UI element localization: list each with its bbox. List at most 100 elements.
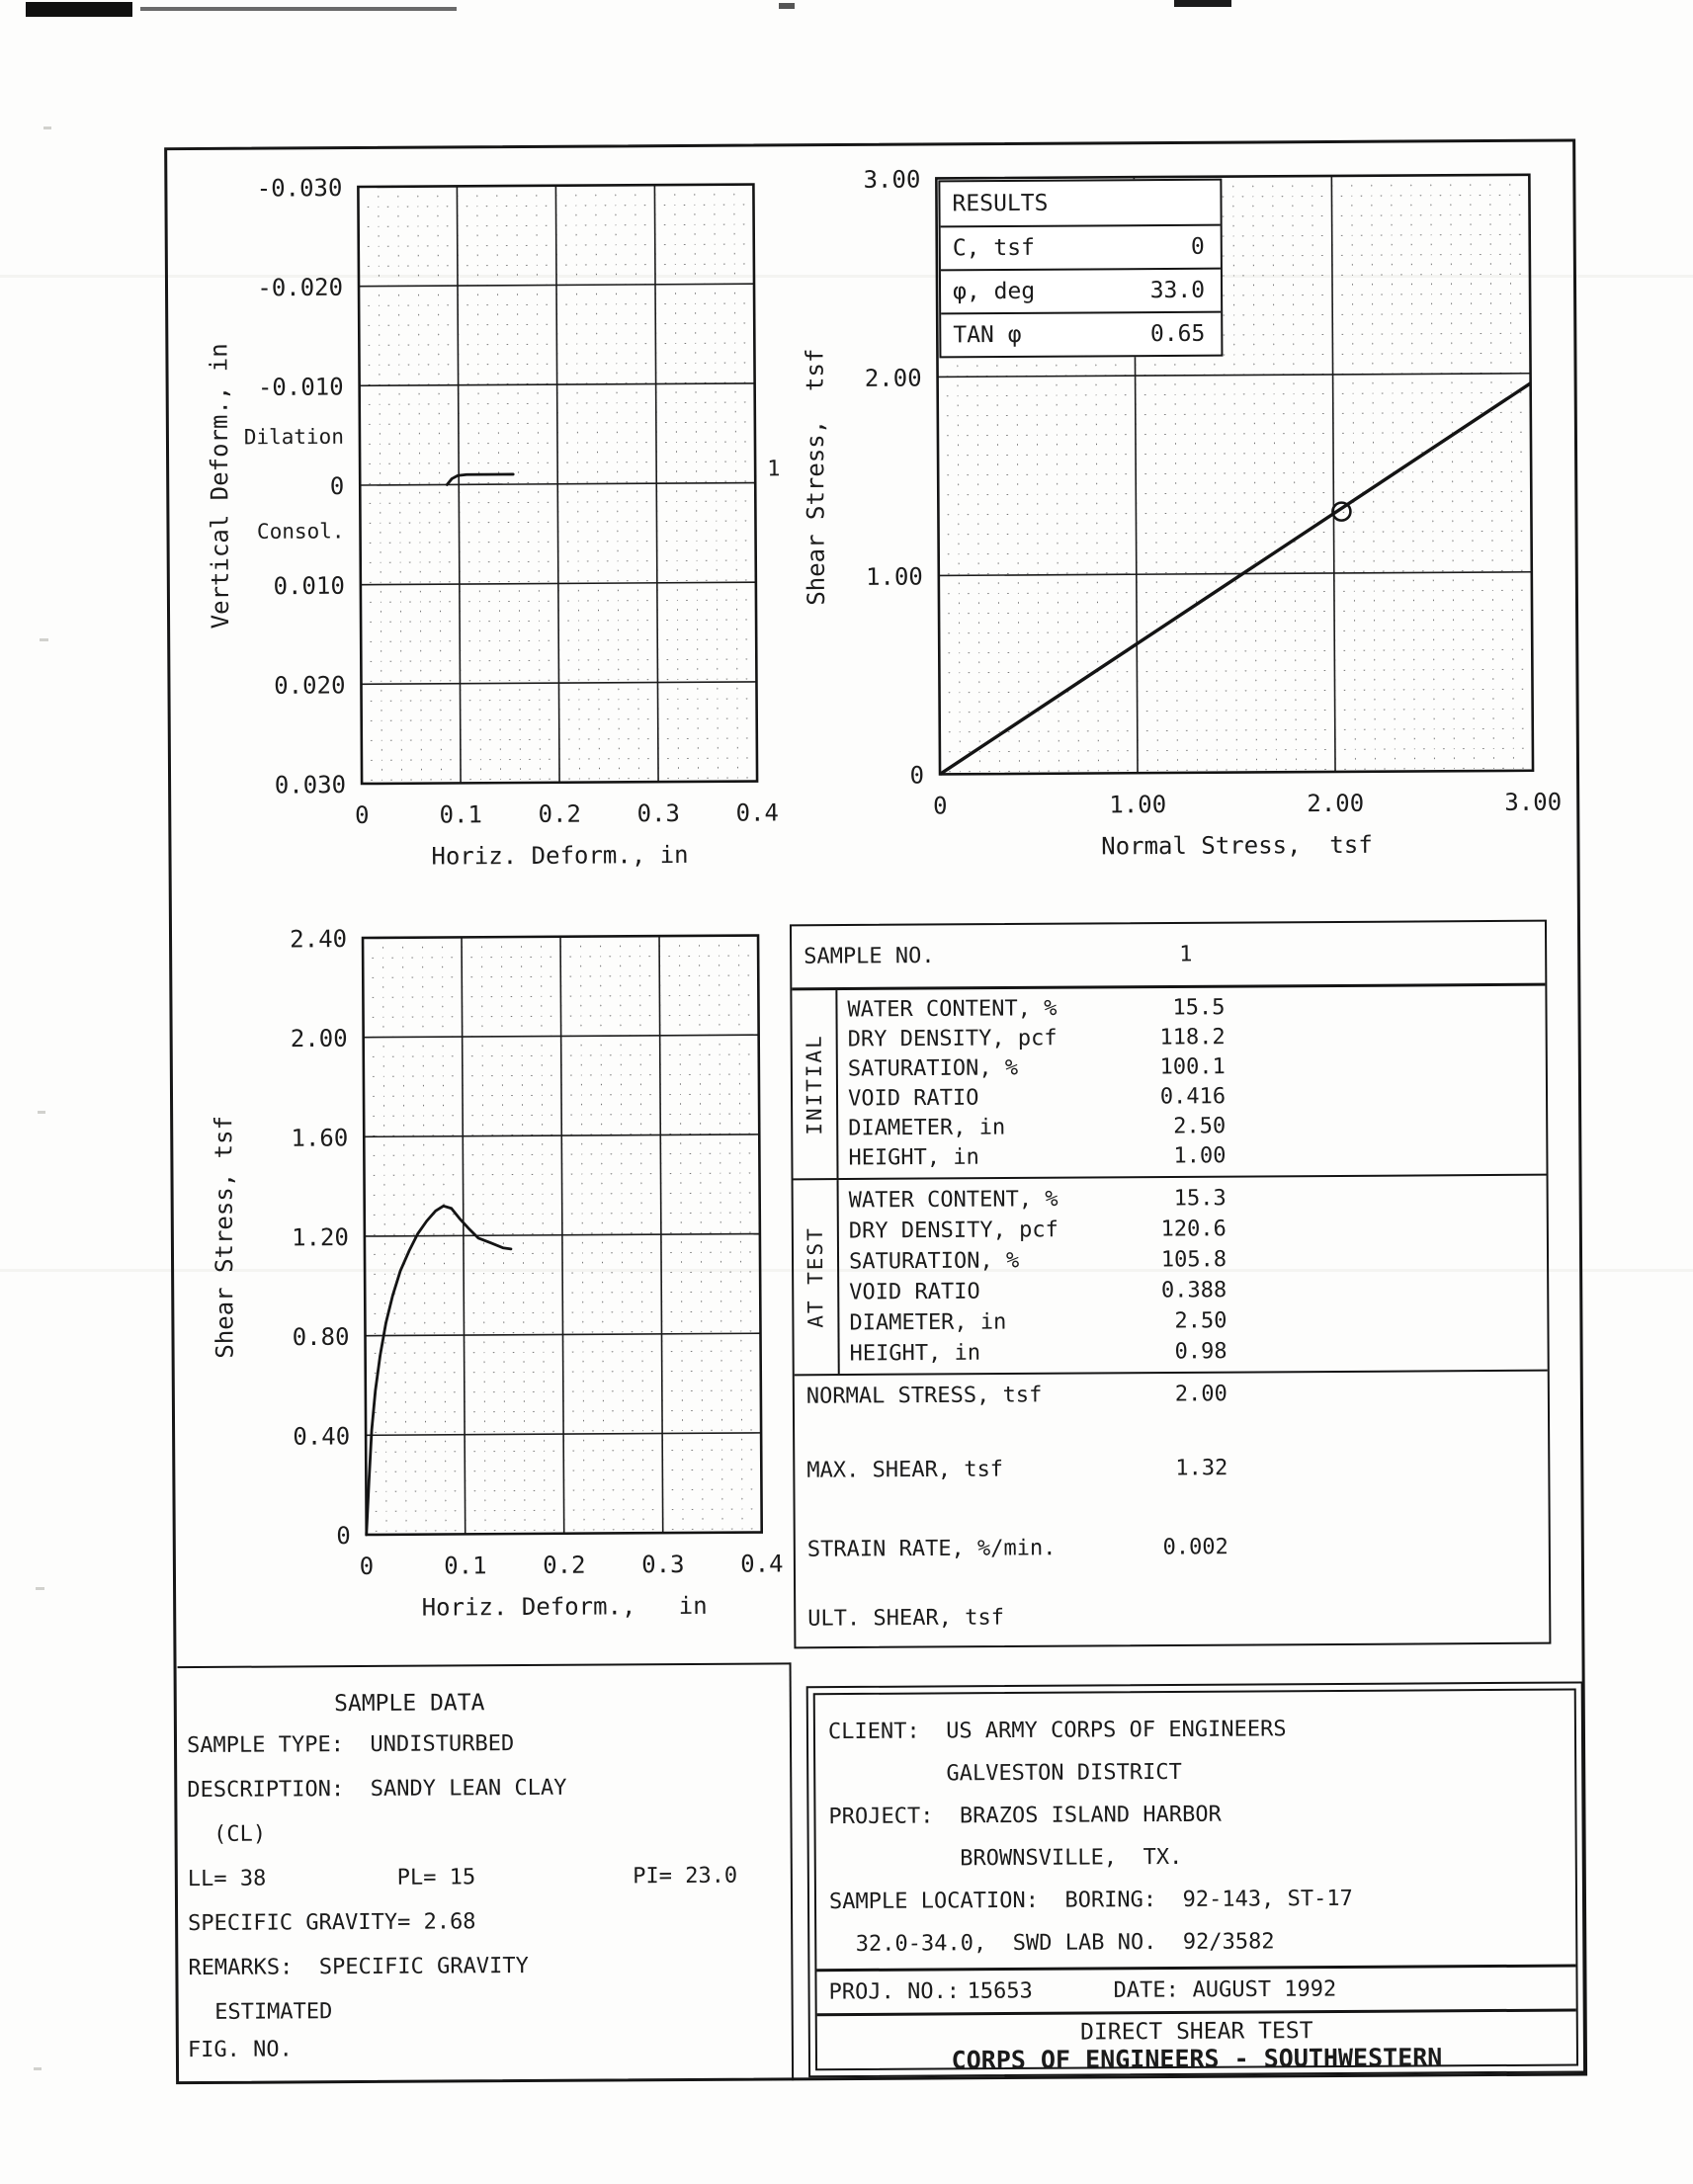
text-line: CLIENT: US ARMY CORPS OF ENGINEERS bbox=[827, 1717, 1287, 1745]
x-tick-label: 0.2 bbox=[543, 1552, 586, 1579]
table-row: 1.32 MAX. SHEAR, tsf bbox=[795, 1450, 1548, 1488]
y-tick-label: 0 bbox=[336, 1522, 351, 1550]
major-gridline bbox=[364, 1232, 760, 1237]
major-gridline bbox=[359, 382, 755, 387]
major-gridline bbox=[937, 372, 1531, 378]
y-tick-label: 1.20 bbox=[292, 1223, 349, 1251]
x-axis-title: Horiz. Deform., in bbox=[422, 1592, 708, 1622]
row-label: VOID RATIO bbox=[849, 1279, 980, 1304]
table-row: 105.8 SATURATION, % bbox=[839, 1242, 1547, 1277]
date-label: DATE: bbox=[1113, 1977, 1179, 2003]
client-info-lines: CLIENT: US ARMY CORPS OF ENGINEERS GALVE… bbox=[828, 1707, 1568, 1967]
fig-no-label: FIG. NO. bbox=[187, 2037, 293, 2063]
org-title: CORPS OF ENGINEERS - SOUTHWESTERN bbox=[951, 2043, 1443, 2075]
results-row-label: C, tsf bbox=[952, 234, 1035, 262]
x-tick-label: 2.00 bbox=[1307, 790, 1364, 817]
major-gridline bbox=[364, 1134, 760, 1138]
x-tick-label: 1.00 bbox=[1109, 791, 1166, 818]
scan-artifact bbox=[140, 7, 457, 11]
sample-table: SAMPLE NO. 1 INITIAL 15.5 WATER CONTENT, %… bbox=[789, 919, 1552, 1649]
client-box: CLIENT: US ARMY CORPS OF ENGINEERS GALVE… bbox=[805, 1681, 1586, 2078]
text-line: BROWNSVILLE, TX. bbox=[828, 1844, 1183, 1873]
sample-group-initial: INITIAL 15.5 WATER CONTENT, % 118.2 DRY DENS… bbox=[792, 985, 1547, 1181]
proj-no-value: 15653 bbox=[967, 1978, 1033, 2004]
sample-no-value: 1 bbox=[1179, 942, 1193, 967]
x-tick-label: 0.2 bbox=[539, 800, 582, 828]
proj-no-row: PROJ. NO.: 15653 DATE: AUGUST 1992 bbox=[816, 1970, 1575, 2012]
scan-artifact bbox=[0, 275, 1693, 278]
sample-data-lines: SAMPLE TYPE: UNDISTURBED DESCRIPTION: SAN… bbox=[178, 1720, 792, 2035]
results-title: RESULTS bbox=[940, 180, 1221, 228]
results-row: C, tsf 0 bbox=[940, 225, 1221, 272]
text-line: LL= 38 PL= 15 PI= 23.0 bbox=[187, 1863, 738, 1892]
row-label: DIAMETER, in bbox=[848, 1115, 1006, 1141]
table-row: 0.388 VOID RATIO bbox=[839, 1273, 1547, 1307]
table-row: 15.3 WATER CONTENT, % bbox=[839, 1181, 1547, 1216]
row-label: DRY DENSITY, pcf bbox=[848, 1217, 1058, 1243]
row-label: SATURATION, % bbox=[848, 1247, 1020, 1274]
y-tick-label: 2.40 bbox=[290, 925, 347, 953]
test-point-marker bbox=[1331, 501, 1352, 522]
row-label: WATER CONTENT, % bbox=[847, 996, 1058, 1023]
results-row-label: φ, deg bbox=[952, 278, 1036, 305]
table-row: 0.416 VOID RATIO bbox=[838, 1080, 1546, 1114]
y-tick-label: 1.60 bbox=[291, 1124, 348, 1151]
text-line: GALVESTON DISTRICT bbox=[828, 1759, 1182, 1788]
text-line: (CL) bbox=[187, 1821, 267, 1848]
data-curve bbox=[445, 472, 515, 486]
text-line: REMARKS: SPECIFIC GRAVITY bbox=[188, 1953, 529, 1981]
scan-artifact bbox=[26, 2, 132, 17]
shear-deform-chart: 2.40 2.00 1.60 1.20 0.80 0.40 0 0 0.1 0.2 0.3 0.4 Ho… bbox=[197, 889, 832, 1650]
plot-border bbox=[935, 173, 1535, 776]
row-label: ULT. SHEAR, tsf bbox=[807, 1605, 1005, 1632]
table-row: 100.1 SATURATION, % bbox=[838, 1050, 1546, 1084]
results-row: φ, deg 33.0 bbox=[940, 269, 1222, 315]
sample-no-row: SAMPLE NO. 1 bbox=[791, 921, 1546, 991]
sample-group-at-test: AT TEST 15.3 WATER CONTENT, % 120.6 DRY DENS… bbox=[793, 1175, 1548, 1377]
major-gridline bbox=[360, 581, 756, 586]
x-tick-label: 0.4 bbox=[740, 1550, 784, 1577]
sample-data-title: SAMPLE DATA bbox=[334, 1690, 485, 1718]
major-gridline bbox=[938, 570, 1532, 577]
row-label: NORMAL STRESS, tsf bbox=[805, 1383, 1043, 1409]
table-row: 118.2 DRY DENSITY, pcf bbox=[838, 1021, 1546, 1054]
y-tick-label: 0.020 bbox=[274, 671, 345, 699]
major-gridline bbox=[360, 481, 756, 486]
table-row: 1.00 HEIGHT, in bbox=[838, 1139, 1546, 1173]
y-tick-label: 2.00 bbox=[865, 365, 922, 392]
table-row: 120.6 DRY DENSITY, pcf bbox=[839, 1212, 1547, 1246]
y-tick-label: -0.020 bbox=[257, 274, 343, 302]
row-label: HEIGHT, in bbox=[848, 1144, 979, 1171]
scan-artifact bbox=[779, 3, 795, 9]
results-row-value: 33.0 bbox=[1149, 277, 1206, 304]
x-tick-label: 0 bbox=[360, 1553, 375, 1580]
row-label: SATURATION, % bbox=[847, 1055, 1019, 1082]
zone-label: Consol. bbox=[257, 519, 345, 544]
scan-artifact bbox=[38, 1111, 45, 1114]
vertical-deform-chart: -0.030 -0.020 -0.010 0 0.010 0.020 0.030 0 0.1 0.… bbox=[192, 138, 827, 899]
major-gridline bbox=[359, 283, 755, 288]
plot-border bbox=[361, 934, 764, 1537]
client-box-inner-border: CLIENT: US ARMY CORPS OF ENGINEERS GALVE… bbox=[812, 1688, 1579, 2074]
sample-table-extra-rows: 2.00 NORMAL STRESS, tsf 1.32 MAX. SHEAR, ts… bbox=[795, 1376, 1550, 1637]
row-label: STRAIN RATE, %/min. bbox=[806, 1536, 1057, 1562]
y-tick-label: 0.80 bbox=[293, 1323, 350, 1351]
table-row: 0.002 STRAIN RATE, %/min. bbox=[796, 1529, 1549, 1567]
text-line: 32.0-34.0, SWD LAB NO. 92/3582 bbox=[829, 1929, 1275, 1958]
x-tick-label: 0.3 bbox=[641, 1551, 685, 1578]
y-tick-label: -0.010 bbox=[258, 373, 344, 401]
text-line: DESCRIPTION: SANDY LEAN CLAY bbox=[187, 1775, 567, 1804]
table-row: ULT. SHEAR, tsf bbox=[796, 1598, 1549, 1637]
sample-data-box: SAMPLE DATA SAMPLE TYPE: UNDISTURBED DESC… bbox=[177, 1662, 795, 2085]
row-label: DIAMETER, in bbox=[849, 1309, 1007, 1335]
results-row: TAN φ 0.65 bbox=[941, 313, 1221, 357]
sample-table-groups: INITIAL 15.5 WATER CONTENT, % 118.2 DRY DENS… bbox=[792, 985, 1548, 1377]
data-curve bbox=[365, 1204, 513, 1537]
major-gridline bbox=[365, 1332, 761, 1337]
table-row: 2.00 NORMAL STRESS, tsf bbox=[795, 1376, 1548, 1414]
row-label: HEIGHT, in bbox=[849, 1340, 981, 1366]
x-tick-label: 0.1 bbox=[444, 1552, 487, 1579]
results-table: RESULTS C, tsf 0 φ, deg 33.0 TAN φ 0.65 bbox=[938, 178, 1224, 359]
